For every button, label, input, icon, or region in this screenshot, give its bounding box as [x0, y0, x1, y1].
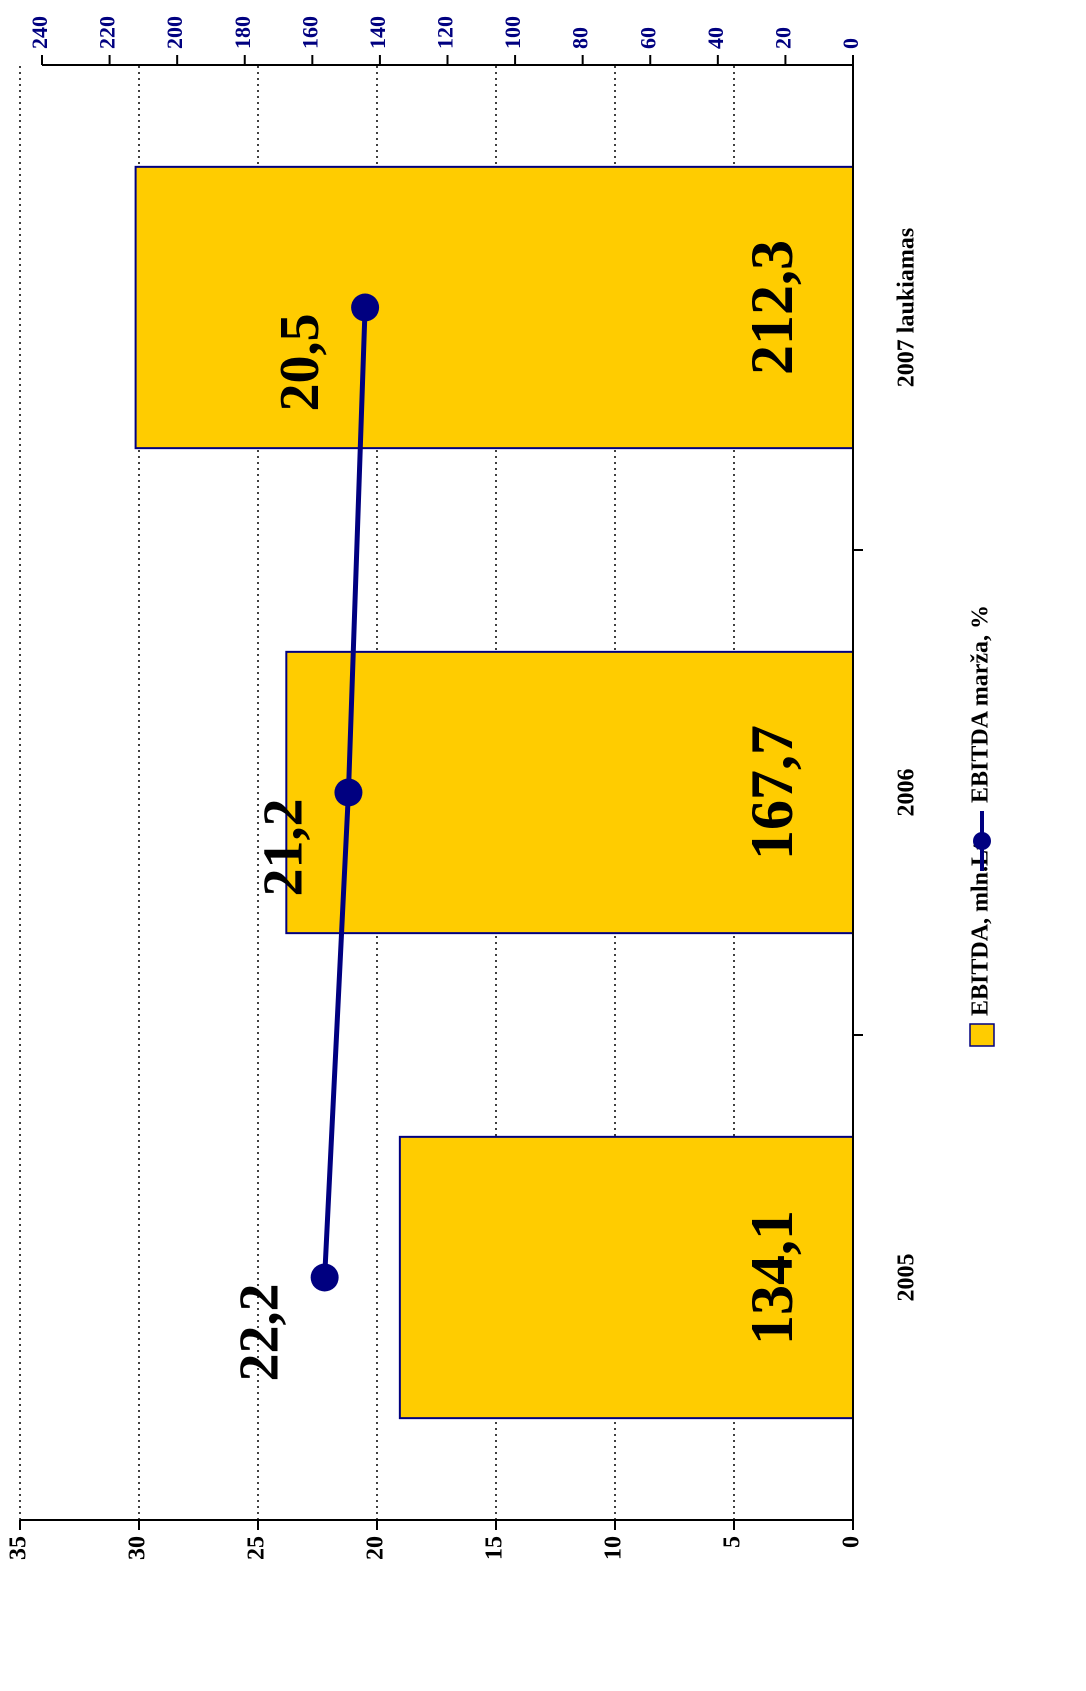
y2-tick-label: 0 — [838, 38, 863, 49]
y2-tick-label: 160 — [297, 16, 322, 49]
legend-swatch — [969, 1023, 995, 1047]
y2-tick-label: 220 — [95, 16, 120, 49]
y-tick-label: 25 — [244, 1536, 270, 1560]
y2-tick-label: 240 — [27, 16, 52, 49]
y2-tick-label: 180 — [230, 16, 255, 49]
y-tick-label: 20 — [363, 1536, 389, 1560]
y2-tick-label: 140 — [365, 16, 390, 49]
line-value-label: 22,2 — [228, 1284, 290, 1382]
line-value-label: 21,2 — [252, 799, 314, 897]
x-tick-label: 2006 — [894, 769, 920, 817]
x-tick-label: 2005 — [894, 1254, 920, 1302]
y-tick-label: 35 — [6, 1536, 32, 1560]
y-tick-label: 10 — [601, 1536, 627, 1560]
bar-value-label: 167,7 — [739, 725, 805, 860]
line-marker — [351, 293, 380, 322]
x-tick-label: 2007 laukiamas — [894, 228, 920, 387]
bar-value-label: 212,3 — [739, 240, 805, 375]
y2-tick-label: 60 — [635, 27, 660, 49]
y2-tick-label: 120 — [433, 16, 458, 49]
y2-tick-label: 40 — [703, 27, 728, 49]
bar-value-label: 134,1 — [739, 1210, 805, 1345]
y-tick-label: 15 — [482, 1536, 508, 1560]
y-tick-label: 5 — [720, 1536, 746, 1548]
y-tick-label: 0 — [839, 1536, 865, 1548]
legend-marker — [973, 832, 991, 850]
rotated-chart: 0 5 10 15 20 25 30 35 0 20 40 60 80 100 120 140 160 180 20… — [6, 16, 995, 1560]
y-tick-label: 30 — [125, 1536, 151, 1560]
y2-tick-label: 100 — [500, 16, 525, 49]
legend-label: EBITDA marža, % — [968, 605, 994, 803]
y2-tick-label: 20 — [770, 27, 795, 49]
line-marker — [310, 1263, 339, 1292]
y2-tick-label: 80 — [568, 27, 593, 49]
line-marker — [334, 778, 363, 807]
line-value-label: 20,5 — [269, 314, 331, 412]
y2-tick-label: 200 — [162, 16, 187, 49]
